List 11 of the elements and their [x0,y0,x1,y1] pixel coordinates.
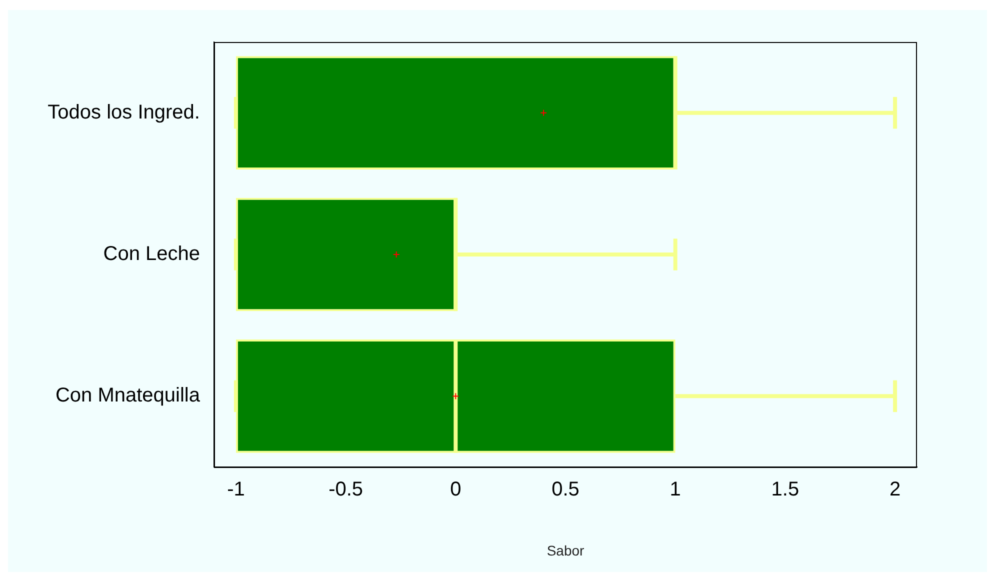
x-tick-label: -1 [227,478,245,501]
x-tick-label: -0.5 [328,478,364,501]
y-tick-label: Con Mnatequilla [55,384,201,407]
x-tick-label: 0.5 [552,478,580,501]
x-tick-label: 1 [670,478,681,501]
x-tick-label: 2 [889,478,901,501]
y-tick-label: Todos los Ingred. [48,101,200,124]
x-tick-label: 1.5 [771,478,800,501]
x-tick-label: 0 [450,478,462,501]
x-axis-title: Sabor [546,542,585,558]
y-tick-label: Con Leche [103,243,200,266]
